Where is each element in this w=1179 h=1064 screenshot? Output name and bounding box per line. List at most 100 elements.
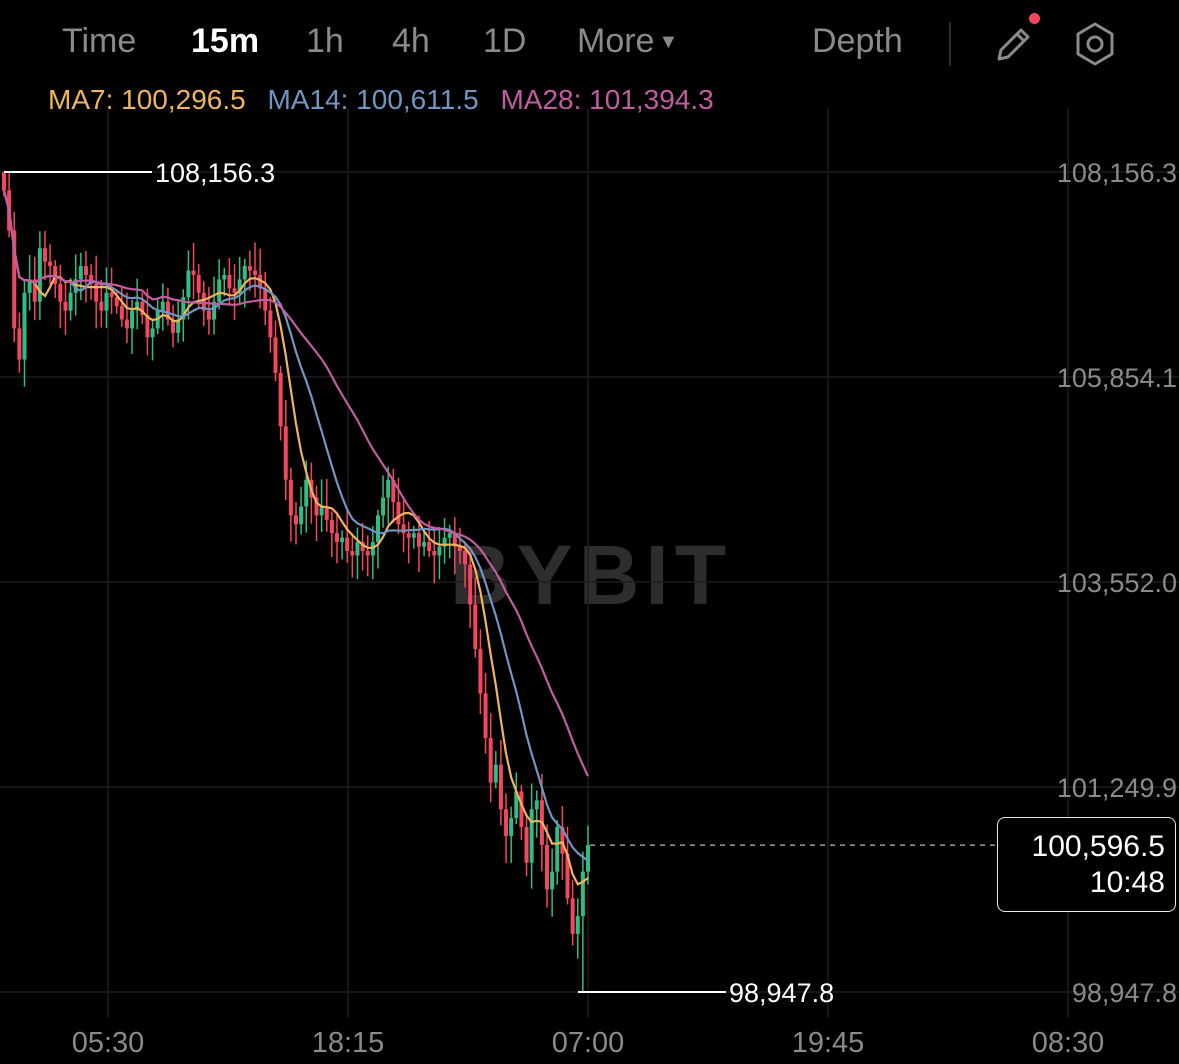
candle-body[interactable] (565, 853, 570, 899)
tab-4h[interactable]: 4h (392, 22, 430, 60)
candle-body[interactable] (416, 533, 421, 547)
candle-body[interactable] (504, 809, 509, 836)
candle-body[interactable] (135, 301, 140, 311)
candle-body[interactable] (22, 292, 27, 360)
candle-body[interactable] (345, 537, 350, 552)
candle-body[interactable] (493, 764, 498, 783)
candle-body[interactable] (104, 292, 109, 311)
candle-body[interactable] (545, 844, 550, 890)
candle-body[interactable] (130, 310, 135, 329)
candle-body[interactable] (580, 871, 585, 917)
candle-body[interactable] (329, 519, 334, 534)
candle-body[interactable] (201, 292, 206, 311)
candle-body[interactable] (288, 479, 293, 516)
candle-body[interactable] (232, 288, 237, 293)
candle-body[interactable] (206, 310, 211, 320)
candle-body[interactable] (12, 230, 17, 329)
candle-body[interactable] (391, 479, 396, 503)
candle-body[interactable] (68, 292, 73, 311)
candle-body[interactable] (176, 319, 181, 333)
candle-body[interactable] (442, 537, 447, 547)
candle-body[interactable] (555, 827, 560, 872)
candle-body[interactable] (411, 533, 416, 538)
candle-body[interactable] (78, 266, 83, 280)
candle-body[interactable] (217, 279, 222, 302)
candle-body[interactable] (186, 270, 191, 298)
candle-body[interactable] (375, 515, 380, 543)
tab-depth[interactable]: Depth (812, 22, 903, 60)
candle-body[interactable] (171, 319, 176, 333)
candle-body[interactable] (550, 871, 555, 890)
tab-15m[interactable]: 15m (191, 22, 260, 60)
candle-body[interactable] (258, 274, 263, 289)
candle-body[interactable] (48, 261, 53, 267)
candle-body[interactable] (32, 279, 37, 302)
candle-body[interactable] (273, 337, 278, 373)
candle-body[interactable] (488, 738, 493, 783)
candle-body[interactable] (314, 497, 319, 516)
candle-body[interactable] (63, 301, 68, 311)
candle-body[interactable] (37, 248, 42, 302)
candle-body[interactable] (478, 648, 483, 694)
candle-body[interactable] (227, 274, 232, 289)
candle-body[interactable] (17, 328, 22, 360)
candle-body[interactable] (160, 301, 165, 311)
candle-body[interactable] (406, 533, 411, 538)
candle-body[interactable] (114, 297, 119, 307)
candle-body[interactable] (396, 502, 401, 525)
candle-body[interactable] (94, 283, 99, 302)
candle-body[interactable] (222, 274, 227, 280)
candle-body[interactable] (334, 533, 339, 543)
candle-body[interactable] (463, 551, 468, 565)
candle-body[interactable] (524, 827, 529, 863)
candle-body[interactable] (514, 791, 519, 819)
candle-body[interactable] (242, 266, 247, 280)
candle-body[interactable] (365, 551, 370, 556)
candle-body[interactable] (124, 319, 129, 329)
tab-more[interactable]: More ▼ (577, 22, 678, 61)
candle-body[interactable] (381, 497, 386, 516)
candle-body[interactable] (27, 279, 32, 293)
candle-body[interactable] (53, 266, 58, 284)
candle-body[interactable] (299, 506, 304, 525)
candle-body[interactable] (196, 274, 201, 293)
candle-body[interactable] (83, 266, 88, 275)
candle-body[interactable] (89, 274, 94, 284)
candle-body[interactable] (304, 479, 309, 507)
candle-body[interactable] (42, 248, 47, 262)
tab-1h[interactable]: 1h (306, 22, 344, 60)
candle-body[interactable] (360, 542, 365, 552)
pencil-icon[interactable] (990, 20, 1038, 68)
candle-body[interactable] (457, 546, 462, 552)
candle-body[interactable] (212, 301, 217, 320)
candle-body[interactable] (294, 515, 298, 525)
candle-body[interactable] (473, 604, 478, 649)
candle-body[interactable] (181, 297, 186, 320)
candle-body[interactable] (452, 533, 457, 547)
candle-body[interactable] (119, 306, 124, 320)
candle-body[interactable] (432, 551, 437, 556)
candle-body[interactable] (145, 315, 150, 338)
candle-body[interactable] (509, 818, 514, 836)
candle-body[interactable] (560, 827, 565, 854)
candlestick-chart[interactable]: 108,156.3 105,854.1 103,552.0 101,249.9 98,9… (0, 108, 1179, 1064)
candle-body[interactable] (165, 301, 170, 320)
candle-body[interactable] (2, 172, 6, 191)
candle-body[interactable] (319, 506, 324, 516)
tab-time[interactable]: Time (62, 22, 137, 60)
candle-body[interactable] (422, 542, 427, 547)
candle-body[interactable] (570, 898, 575, 934)
candle-body[interactable] (340, 537, 345, 543)
candle-body[interactable] (324, 506, 329, 520)
settings-icon[interactable] (1071, 20, 1119, 68)
candle-body[interactable] (401, 524, 406, 534)
candle-body[interactable] (468, 564, 473, 605)
candle-body[interactable] (498, 764, 503, 810)
candle-body[interactable] (278, 372, 283, 427)
candle-body[interactable] (355, 542, 360, 556)
candle-body[interactable] (99, 301, 104, 311)
candle-body[interactable] (237, 279, 242, 293)
candle-body[interactable] (150, 328, 155, 338)
candle-body[interactable] (483, 693, 488, 739)
candle-body[interactable] (447, 533, 452, 538)
